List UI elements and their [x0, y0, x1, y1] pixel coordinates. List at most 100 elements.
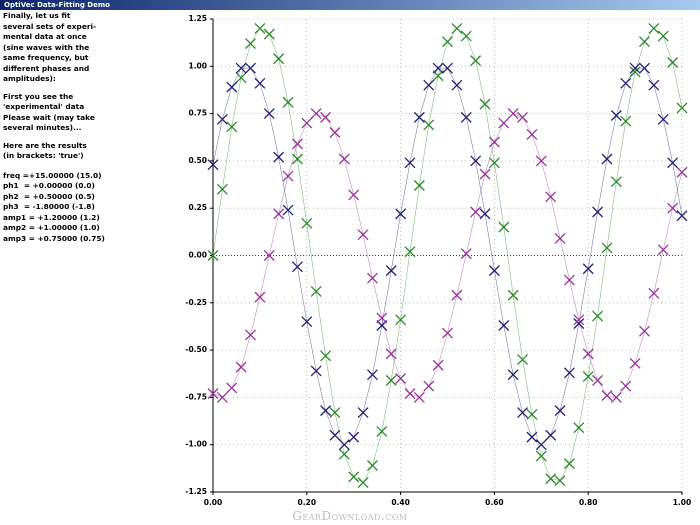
data-point	[442, 327, 453, 339]
data-point	[254, 23, 266, 34]
data-point	[404, 157, 416, 169]
data-point	[263, 108, 275, 120]
data-point	[395, 373, 407, 384]
data-point	[563, 274, 575, 286]
data-point	[348, 189, 360, 201]
data-point	[367, 272, 378, 284]
data-point	[620, 380, 632, 392]
data-point	[348, 471, 360, 483]
data-point	[563, 458, 575, 470]
series-line	[212, 67, 683, 446]
data-point	[610, 110, 622, 121]
data-point	[367, 369, 378, 381]
data-point	[648, 23, 660, 34]
data-point	[582, 371, 594, 383]
data-point	[451, 79, 463, 91]
text-line: same frequency, but	[3, 53, 89, 62]
y-tick-label: 1.00	[188, 61, 207, 70]
text-line: amp3 = +0.75000 (0.75)	[3, 233, 105, 243]
text-line: First you see the	[3, 91, 74, 101]
text-line: Here are the results	[3, 140, 87, 150]
data-point	[282, 204, 294, 216]
data-point	[423, 79, 435, 91]
data-point	[320, 111, 332, 123]
text-line: ph1 = +0.00000 (0.0)	[3, 181, 95, 190]
data-point	[470, 206, 482, 218]
data-point	[488, 157, 500, 169]
text-line: (sine waves with the	[3, 42, 90, 52]
data-point	[479, 208, 491, 220]
data-point	[320, 405, 332, 417]
data-point	[629, 62, 641, 74]
data-point	[413, 111, 425, 123]
data-point	[507, 369, 519, 381]
data-point	[535, 439, 547, 451]
data-point	[554, 405, 566, 417]
data-point	[348, 431, 360, 443]
data-point	[357, 229, 369, 241]
watermark: GearDownload.com	[292, 509, 408, 523]
data-point	[395, 208, 407, 220]
data-point	[216, 183, 228, 195]
text-line: amp1 = +1.20000 (1.2)	[3, 212, 100, 222]
data-point	[442, 62, 453, 74]
data-point	[582, 348, 594, 360]
data-point	[235, 62, 247, 74]
data-point	[479, 98, 491, 110]
data-point	[245, 62, 256, 74]
y-tick-label: 0.00	[188, 251, 207, 260]
y-tick-label: 0.75	[188, 109, 207, 118]
data-point	[601, 390, 613, 401]
data-point	[592, 374, 604, 386]
paragraph: freq =+15.00000 (15.0) ph1 = +0.00000 (0.…	[3, 171, 193, 245]
data-point	[592, 206, 604, 218]
data-point	[235, 361, 247, 373]
data-point	[413, 391, 425, 403]
data-point	[432, 62, 444, 74]
data-point	[592, 310, 604, 322]
data-point	[442, 36, 453, 48]
x-tick-label: 0.20	[298, 498, 317, 507]
text-line: Please wait (may take	[3, 112, 95, 122]
data-point	[460, 111, 472, 123]
data-point	[338, 439, 350, 451]
text-line: several sets of experi-	[3, 21, 97, 31]
y-tick-label: -1.25	[185, 487, 207, 496]
data-point	[235, 72, 247, 84]
data-point	[245, 329, 256, 341]
data-point	[451, 289, 463, 301]
data-point	[648, 287, 660, 299]
text-line: freq =+15.00000 (15.0)	[3, 170, 102, 180]
data-point	[535, 155, 547, 167]
data-point	[498, 117, 510, 129]
data-point	[254, 77, 266, 89]
data-point	[207, 250, 219, 261]
data-point	[263, 28, 275, 40]
y-tick-label: 1.25	[188, 14, 207, 23]
data-point	[498, 320, 510, 331]
data-point	[657, 244, 669, 256]
data-point	[432, 359, 444, 371]
data-point	[291, 138, 303, 150]
data-point	[648, 79, 660, 91]
data-point	[676, 166, 688, 178]
data-point	[667, 157, 679, 169]
data-point	[263, 250, 275, 261]
data-point	[554, 475, 566, 487]
data-point	[404, 388, 416, 400]
x-tick-label: 0.00	[204, 498, 223, 507]
data-point	[639, 325, 650, 337]
text-line: several minutes)...	[3, 123, 82, 132]
data-point	[563, 367, 575, 379]
y-tick-label: -0.25	[185, 298, 207, 307]
paragraph: First you see the'experimental' data Plea…	[3, 92, 193, 134]
data-point	[282, 170, 294, 182]
data-point	[639, 36, 650, 48]
data-point	[554, 233, 566, 244]
data-point	[291, 261, 303, 273]
data-point	[301, 316, 313, 328]
data-point	[310, 285, 322, 297]
x-tick-label: 0.60	[485, 498, 504, 507]
data-point	[226, 121, 238, 133]
